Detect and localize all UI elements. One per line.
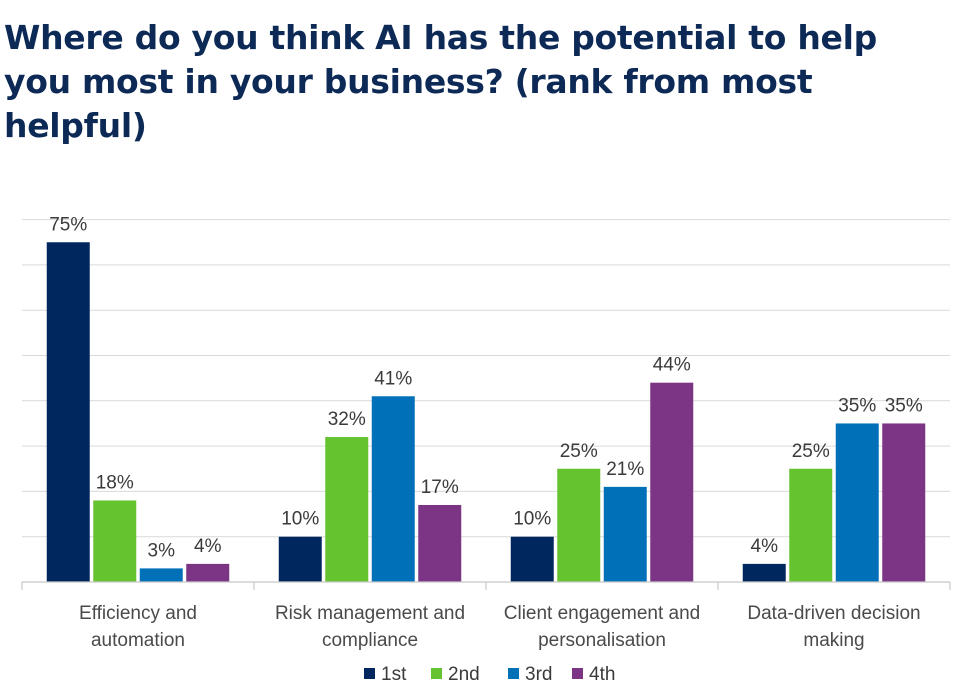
data-label: 10% xyxy=(513,509,551,530)
legend-label: 1st xyxy=(381,664,407,685)
category-label: Risk management and compliance xyxy=(275,603,465,651)
data-label: 10% xyxy=(281,509,319,530)
legend-swatch-1st xyxy=(364,668,375,679)
data-label: 17% xyxy=(421,477,459,498)
bar-1st-3 xyxy=(742,563,786,582)
legend-label: 4th xyxy=(589,664,615,685)
data-label: 18% xyxy=(96,472,134,493)
bar-3rd-1 xyxy=(371,396,415,582)
data-label: 35% xyxy=(838,395,876,416)
data-label: 35% xyxy=(885,395,923,416)
data-label: 4% xyxy=(751,536,779,557)
legend-swatch-2nd xyxy=(431,668,442,679)
bar-1st-0 xyxy=(46,242,90,582)
bar-2nd-3 xyxy=(789,468,833,582)
data-labels: 75% 18% 3% 4% 10% 32% 41% 17% 10% 25% 21% 44% 4% 25% 3… xyxy=(49,214,923,561)
bar-1st-2 xyxy=(510,536,554,582)
category-label: Efficiency and automation xyxy=(79,603,197,651)
data-label: 41% xyxy=(374,368,412,389)
data-label: 32% xyxy=(328,409,366,430)
bar-3rd-0 xyxy=(139,568,183,582)
data-label: 21% xyxy=(606,459,644,480)
data-label: 4% xyxy=(194,536,222,557)
bar-2nd-0 xyxy=(93,500,137,582)
bar-3rd-2 xyxy=(603,486,647,582)
bars xyxy=(46,242,926,582)
bar-4th-3 xyxy=(882,423,926,582)
x-axis xyxy=(21,581,951,590)
bar-3rd-3 xyxy=(835,423,879,582)
bar-4th-1 xyxy=(418,504,462,582)
bar-2nd-2 xyxy=(557,468,601,582)
data-label: 25% xyxy=(792,441,830,462)
legend-swatch-3rd xyxy=(508,668,519,679)
bar-1st-1 xyxy=(278,536,322,582)
bar-4th-0 xyxy=(186,563,230,582)
category-labels: Efficiency and automation Risk management … xyxy=(79,603,921,651)
data-label: 75% xyxy=(49,214,87,235)
legend: 1st 2nd 3rd 4th xyxy=(364,664,615,685)
data-label: 44% xyxy=(653,355,691,376)
legend-label: 2nd xyxy=(448,664,480,685)
data-label: 25% xyxy=(560,441,598,462)
bar-4th-2 xyxy=(650,382,694,582)
chart-title: Where do you think AI has the potential … xyxy=(4,18,877,145)
bar-2nd-1 xyxy=(325,437,369,582)
data-label: 3% xyxy=(148,540,176,561)
category-label: Data-driven decision making xyxy=(747,603,920,651)
legend-swatch-4th xyxy=(572,668,583,679)
category-label: Client engagement and personalisation xyxy=(504,603,700,651)
legend-label: 3rd xyxy=(525,664,552,685)
